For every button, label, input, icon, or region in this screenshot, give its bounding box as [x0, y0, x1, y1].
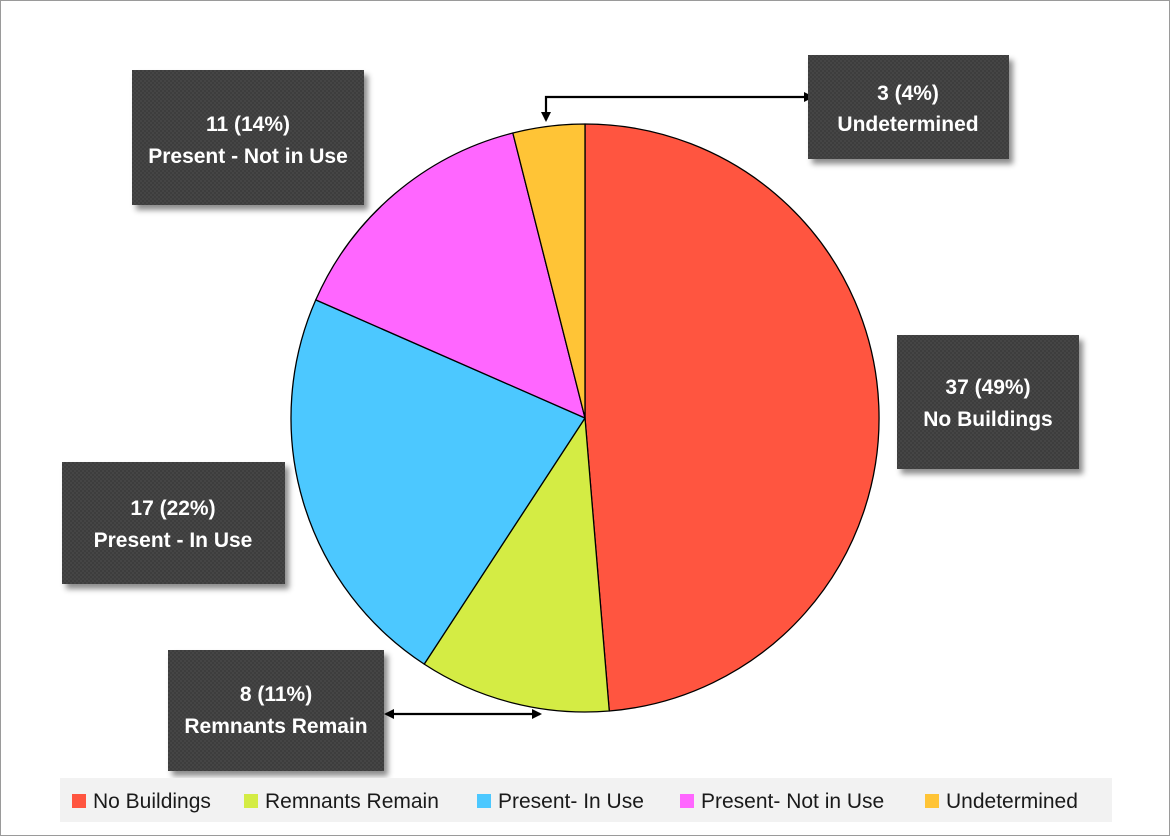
callout-no-buildings: 37 (49%) No Buildings — [897, 335, 1079, 469]
undetermined-connector-arrow — [541, 92, 814, 122]
pie-slice-no-buildings — [584, 123, 880, 712]
legend-swatch — [244, 794, 258, 808]
callout-connectors — [384, 92, 814, 719]
callout-present-in-use: 17 (22%) Present - In Use — [62, 462, 285, 584]
callout-value: 37 (49%) — [945, 376, 1030, 399]
legend-label: Undetermined — [946, 790, 1078, 813]
legend-swatch — [72, 794, 86, 808]
legend-label: Remnants Remain — [265, 790, 439, 813]
legend-label: Present- Not in Use — [701, 790, 884, 813]
legend-item-no-buildings: No Buildings — [72, 790, 211, 813]
legend-label: No Buildings — [93, 790, 211, 813]
callout-label: Undetermined — [837, 113, 978, 136]
callout-label: Remnants Remain — [184, 715, 367, 738]
callout-value: 3 (4%) — [877, 82, 939, 105]
pie-slice-present-in-use — [290, 299, 586, 665]
callout-label: Present - Not in Use — [148, 145, 348, 168]
callout-value: 8 (11%) — [240, 683, 312, 706]
legend-item-remnants-remain: Remnants Remain — [244, 790, 439, 813]
pie-slice-undetermined — [512, 123, 586, 419]
legend-item-present-in-use: Present- In Use — [477, 790, 644, 813]
pie-slices — [290, 123, 880, 713]
callout-present-not-in-use: 11 (14%) Present - Not in Use — [132, 70, 364, 205]
pie-slice-remnants-remain — [423, 417, 610, 713]
legend: No Buildings Remnants Remain Present- In… — [60, 778, 1112, 822]
callout-label: Present - In Use — [94, 529, 253, 552]
callout-value: 17 (22%) — [130, 497, 215, 520]
callout-boxes: 37 (49%) No Buildings 8 (11%) Remnants R… — [62, 55, 1079, 771]
callout-remnants-remain: 8 (11%) Remnants Remain — [168, 650, 384, 771]
legend-label: Present- In Use — [498, 790, 644, 813]
callout-undetermined: 3 (4%) Undetermined — [808, 55, 1009, 159]
legend-swatch — [925, 794, 939, 808]
legend-swatch — [477, 794, 491, 808]
callout-label: No Buildings — [923, 408, 1053, 431]
pie-slice-present-not-in-use — [315, 132, 586, 419]
legend-swatch — [680, 794, 694, 808]
legend-item-undetermined: Undetermined — [925, 790, 1078, 813]
legend-item-present-not-in-use: Present- Not in Use — [680, 790, 884, 813]
callout-value: 11 (14%) — [206, 113, 290, 136]
